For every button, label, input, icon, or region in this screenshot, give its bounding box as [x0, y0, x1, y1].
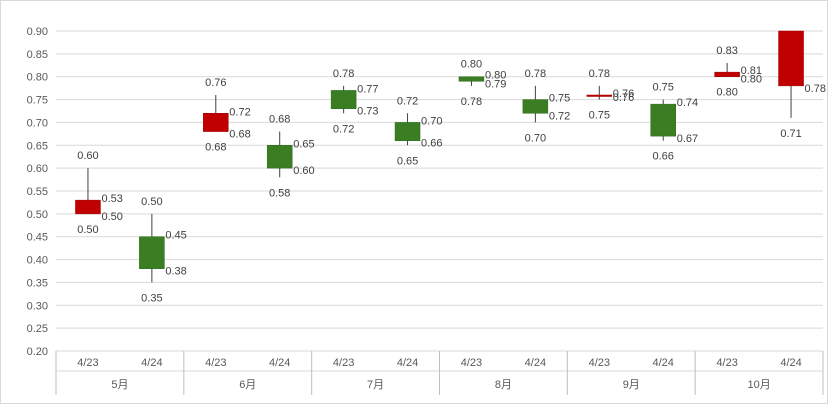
data-label-high: 0.75: [652, 82, 673, 94]
x-tick-label: 4/24: [397, 357, 418, 369]
x-group-label: 8月: [495, 379, 512, 391]
data-label-open: 0.65: [293, 138, 314, 150]
data-label-high: 0.76: [205, 77, 226, 89]
y-tick-label: 0.85: [27, 49, 48, 61]
candle-body-up: [714, 71, 740, 77]
data-label-close: 0.79: [485, 78, 506, 90]
y-tick-label: 0.50: [27, 209, 48, 221]
data-label-close: 0.73: [357, 106, 378, 118]
data-label-high: 0.78: [333, 68, 354, 80]
x-tick-label: 4/23: [205, 357, 226, 369]
x-group-label: 7月: [367, 379, 384, 391]
x-group-label: 5月: [111, 379, 128, 391]
data-label-open: 0.45: [165, 230, 186, 242]
x-tick-label: 4/23: [333, 357, 354, 369]
data-label-open: 0.74: [677, 97, 698, 109]
data-label-open: 0.70: [421, 115, 442, 127]
data-label-high: 0.60: [77, 150, 98, 162]
y-tick-label: 0.45: [27, 232, 48, 244]
y-tick-label: 0.35: [27, 277, 48, 289]
data-label-open: 0.77: [357, 83, 378, 95]
x-tick-label: 4/23: [589, 357, 610, 369]
data-label-close: 0.76: [613, 88, 634, 100]
data-label-high: 0.78: [525, 68, 546, 80]
x-tick-label: 4/23: [716, 357, 737, 369]
candle-body-up: [586, 94, 613, 97]
x-tick-label: 4/24: [780, 357, 801, 369]
data-label-low: 0.71: [780, 128, 801, 140]
data-label-close: 0.38: [165, 266, 186, 278]
x-group-label: 6月: [239, 379, 256, 391]
candle-body-down: [458, 76, 485, 82]
data-label-low: 0.50: [77, 224, 98, 236]
candle-body-up: [75, 199, 101, 215]
x-tick-label: 4/24: [525, 357, 546, 369]
data-label-open: 0.76: [613, 92, 634, 104]
data-label-open: 0.78: [805, 83, 826, 95]
y-tick-label: 0.75: [27, 95, 48, 107]
y-tick-label: 0.30: [27, 300, 48, 312]
data-label-open: 0.80: [741, 74, 762, 86]
data-label-open: 0.75: [549, 93, 570, 105]
data-label-low: 0.66: [652, 151, 673, 163]
data-label-close: 0.66: [421, 138, 442, 150]
data-label-high: 0.83: [716, 45, 737, 57]
y-tick-label: 0.20: [27, 346, 48, 358]
data-label-close: 0.72: [229, 106, 250, 118]
candle-body-down: [330, 90, 357, 109]
y-tick-label: 0.40: [27, 255, 48, 267]
data-label-high: 0.78: [589, 68, 610, 80]
data-label-close: 0.60: [293, 165, 314, 177]
y-tick-label: 0.25: [27, 323, 48, 335]
candle-body-up: [778, 30, 804, 87]
data-label-close: 0.67: [677, 133, 698, 145]
data-label-close: 0.53: [101, 193, 122, 205]
data-label-low: 0.80: [716, 87, 737, 99]
y-tick-label: 0.60: [27, 163, 48, 175]
candle-body-down: [394, 122, 421, 141]
y-tick-label: 0.70: [27, 117, 48, 129]
y-tick-label: 0.65: [27, 140, 48, 152]
x-group-label: 9月: [623, 379, 640, 391]
candle-body-down: [139, 236, 165, 269]
x-tick-label: 4/24: [141, 357, 162, 369]
candle-body-down: [266, 145, 293, 169]
data-label-low: 0.65: [397, 155, 418, 167]
data-label-low: 0.58: [269, 187, 290, 199]
y-tick-label: 0.55: [27, 186, 48, 198]
x-tick-label: 4/24: [652, 357, 673, 369]
data-label-low: 0.72: [333, 123, 354, 135]
data-label-open: 0.50: [101, 211, 122, 223]
x-tick-label: 4/23: [461, 357, 482, 369]
data-label-high: 0.68: [269, 114, 290, 126]
y-tick-label: 0.90: [27, 26, 48, 38]
data-label-low: 0.75: [589, 110, 610, 122]
candle-body-up: [203, 113, 229, 132]
data-label-low: 0.35: [141, 292, 162, 304]
candle-body-down: [522, 99, 549, 114]
data-label-low: 0.70: [525, 132, 546, 144]
candle-body-down: [650, 103, 676, 137]
x-group-label: 10月: [747, 379, 770, 391]
data-label-high: 0.80: [461, 59, 482, 71]
x-tick-label: 4/23: [77, 357, 98, 369]
y-tick-label: 0.80: [27, 72, 48, 84]
data-label-low: 0.68: [205, 142, 226, 154]
data-label-open: 0.68: [229, 129, 250, 141]
data-label-close: 0.81: [741, 65, 762, 77]
data-label-low: 0.78: [461, 96, 482, 108]
data-label-high: 0.72: [397, 95, 418, 107]
data-label-open: 0.80: [485, 70, 506, 82]
data-label-high: 0.50: [141, 196, 162, 208]
data-label-close: 0.72: [549, 110, 570, 122]
x-tick-label: 4/24: [269, 357, 290, 369]
